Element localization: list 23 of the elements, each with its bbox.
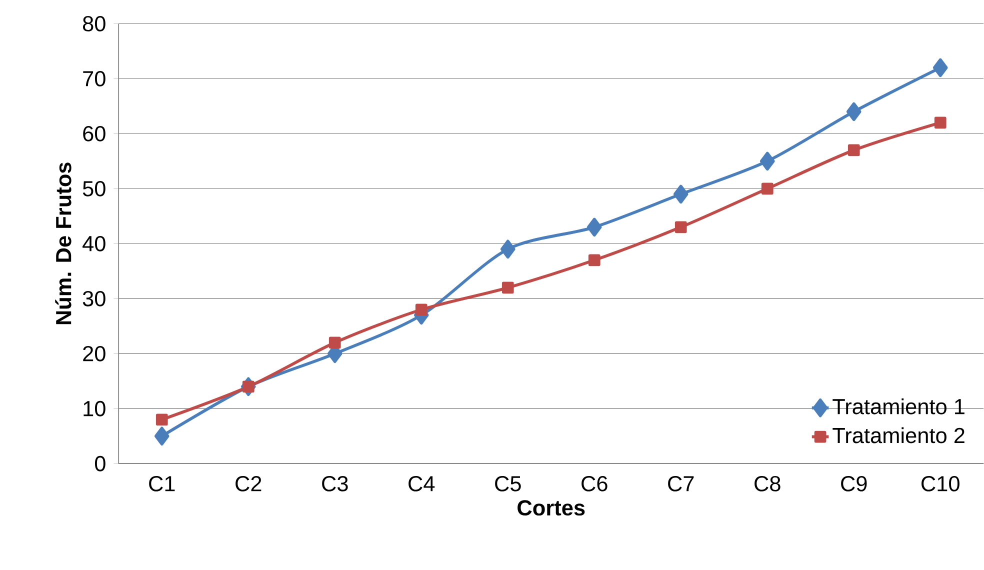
y-axis-title: Núm. De Frutos bbox=[55, 162, 72, 324]
x-tick-label: C10 bbox=[922, 476, 960, 492]
y-tick-label: 30 bbox=[82, 290, 106, 306]
legend-label: Tratamiento 1 bbox=[832, 398, 964, 414]
x-tick-label: C3 bbox=[322, 476, 348, 492]
y-tick-label: 80 bbox=[82, 16, 106, 32]
x-tick-label: C2 bbox=[236, 476, 262, 492]
x-tick-label: C7 bbox=[668, 476, 694, 492]
y-tick-label: 70 bbox=[83, 70, 106, 86]
x-tick-label: C5 bbox=[495, 476, 521, 492]
y-tick-label: 60 bbox=[83, 126, 106, 142]
x-tick-label: C4 bbox=[408, 476, 435, 492]
legend-label: Tratamiento 2 bbox=[832, 427, 964, 444]
x-tick-label: C1 bbox=[149, 476, 175, 492]
y-tick-label: 20 bbox=[83, 346, 106, 362]
y-tick-label: 10 bbox=[84, 400, 106, 416]
x-tick-label: C9 bbox=[841, 476, 867, 492]
x-tick-label: C6 bbox=[582, 476, 608, 492]
x-axis-title: Cortes bbox=[518, 500, 585, 516]
y-tick-label: 50 bbox=[82, 180, 106, 196]
y-tick-label: 0 bbox=[95, 456, 106, 472]
x-tick-label: C8 bbox=[754, 476, 780, 492]
y-tick-label: 40 bbox=[82, 236, 106, 252]
